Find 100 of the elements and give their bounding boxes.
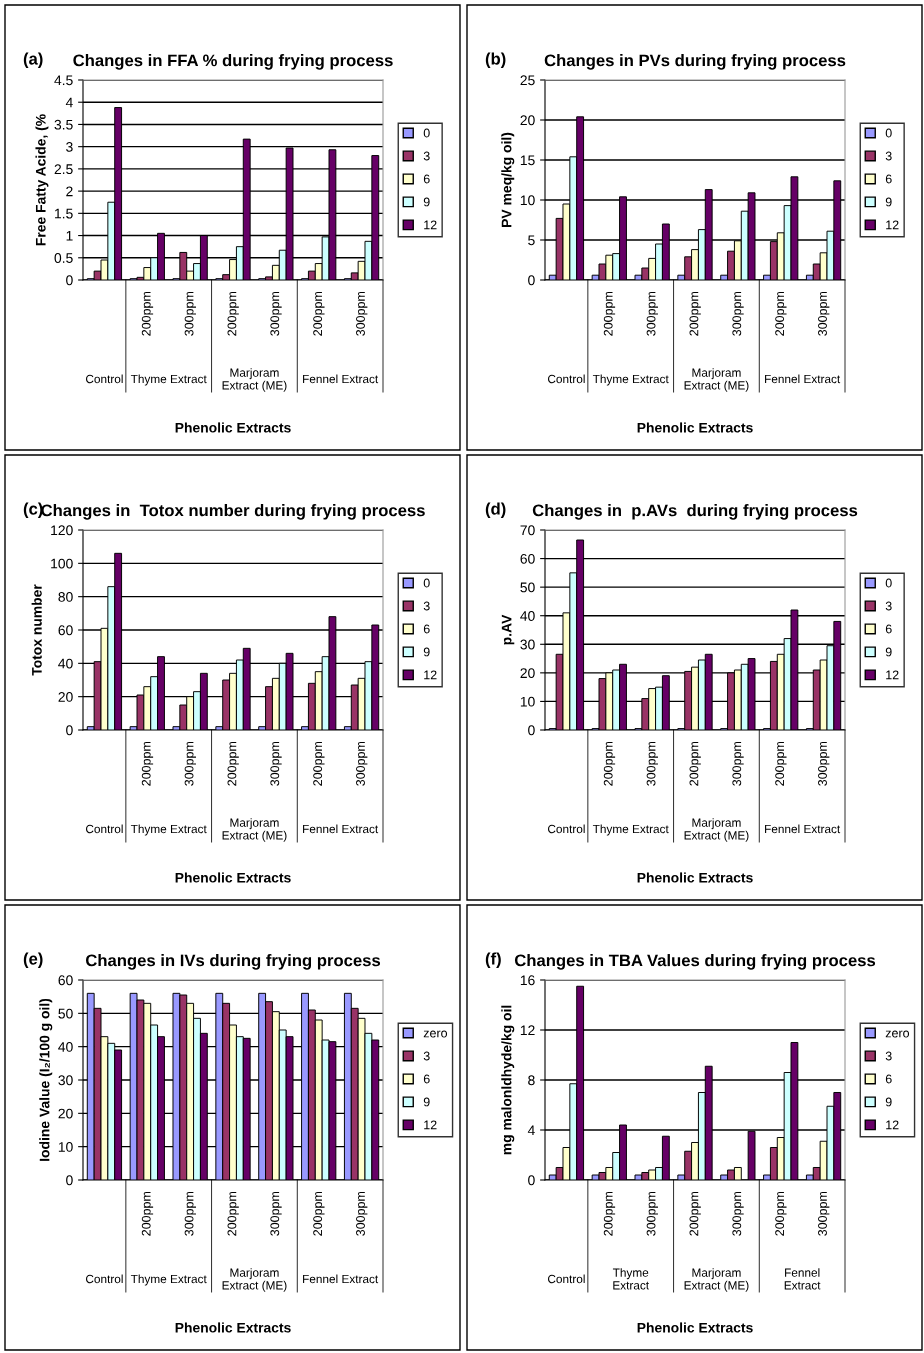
text: Thyme Extract bbox=[612, 1268, 649, 1290]
text: (e) bbox=[23, 952, 43, 968]
y-tick-label: 10 bbox=[520, 195, 535, 206]
x-tick-label: 300ppm bbox=[646, 1191, 658, 1236]
text: Marjoram Extract (ME) bbox=[684, 818, 749, 842]
x-tick-label: 300ppm bbox=[732, 1191, 744, 1236]
x-tick-label: 200ppm bbox=[227, 1191, 239, 1236]
y-axis-title: Totox number bbox=[31, 584, 42, 676]
x-tick-label: 200ppm bbox=[775, 1191, 787, 1236]
x-tick-label: 300ppm bbox=[732, 291, 744, 336]
x-tick-label: 200ppm bbox=[689, 1191, 701, 1236]
x-tick-label: 300ppm bbox=[270, 741, 282, 786]
x-tick-label: 300ppm bbox=[646, 741, 658, 786]
legend-label: 6 bbox=[885, 1074, 892, 1084]
text: Fennel Extract bbox=[784, 1268, 821, 1290]
text: (f) bbox=[485, 952, 501, 968]
text: Control bbox=[548, 1274, 585, 1284]
y-tick-label: 120 bbox=[51, 525, 73, 536]
x-tick-label: 200ppm bbox=[141, 1191, 154, 1236]
y-tick-label: 60 bbox=[58, 625, 73, 636]
text: Control bbox=[86, 1274, 123, 1284]
x-tick-label: 200ppm bbox=[603, 291, 616, 336]
y-tick-label: 30 bbox=[58, 1075, 73, 1086]
text: Marjoram Extract (ME) bbox=[222, 368, 287, 392]
legend-label: 3 bbox=[423, 151, 430, 161]
y-tick-label: 3.5 bbox=[54, 119, 73, 130]
y-tick-label: 40 bbox=[58, 1042, 73, 1052]
text: Control bbox=[548, 374, 585, 384]
x-tick-label: 200ppm bbox=[313, 741, 325, 786]
text: (c) bbox=[23, 502, 43, 518]
legend-label: 3 bbox=[423, 1051, 430, 1061]
y-axis-title: Iodine Value (I₂/100 g oil) bbox=[39, 998, 53, 1161]
x-tick-label: 300ppm bbox=[356, 741, 368, 786]
legend-label: 12 bbox=[424, 1120, 437, 1130]
y-tick-label: 5 bbox=[528, 235, 535, 246]
chart-title: Changes in Totox number during frying process bbox=[41, 504, 425, 520]
y-tick-label: 0 bbox=[528, 275, 535, 286]
legend-label: 3 bbox=[885, 601, 892, 611]
y-tick-label: 2 bbox=[66, 186, 73, 197]
y-tick-label: 10 bbox=[520, 696, 535, 707]
legend-label: 6 bbox=[885, 624, 892, 634]
y-tick-label: 60 bbox=[520, 553, 535, 564]
text: Thyme Extract bbox=[592, 824, 669, 836]
chart-title: Changes in IVs during frying process bbox=[85, 954, 381, 970]
legend-label: 6 bbox=[423, 174, 430, 184]
x-axis-title: Phenolic Extracts bbox=[637, 872, 753, 883]
y-axis-title: p.AV bbox=[501, 614, 515, 645]
x-tick-label: 300ppm bbox=[818, 741, 830, 786]
text: (d) bbox=[485, 502, 506, 518]
legend-label: 0 bbox=[423, 578, 430, 588]
legend-label: 0 bbox=[885, 578, 892, 588]
y-tick-label: 2.5 bbox=[54, 164, 73, 175]
text: Marjoram Extract (ME) bbox=[684, 1268, 749, 1292]
y-tick-label: 8 bbox=[528, 1075, 535, 1086]
text: Control bbox=[86, 374, 123, 384]
text: Fennel Extract bbox=[303, 1274, 379, 1284]
legend-label: 12 bbox=[886, 1120, 899, 1130]
y-tick-label: 50 bbox=[520, 582, 535, 593]
y-tick-label: 15 bbox=[520, 155, 535, 166]
y-tick-label: 3 bbox=[66, 142, 73, 152]
text: Thyme Extract bbox=[592, 374, 669, 386]
text: Fennel Extract bbox=[303, 374, 379, 384]
y-tick-label: 4 bbox=[65, 97, 73, 108]
y-tick-label: 20 bbox=[58, 1108, 73, 1119]
legend-label: 6 bbox=[423, 1074, 430, 1084]
x-axis-title: Phenolic Extracts bbox=[175, 422, 291, 433]
y-tick-label: 20 bbox=[520, 668, 535, 679]
x-tick-label: 300ppm bbox=[184, 1191, 196, 1236]
x-tick-label: 300ppm bbox=[270, 291, 282, 336]
legend-label: 12 bbox=[886, 220, 899, 230]
y-axis-title: PV meq/kg oil) bbox=[501, 132, 515, 227]
legend-label: 6 bbox=[423, 624, 430, 634]
x-tick-label: 200ppm bbox=[141, 291, 154, 336]
x-axis-title: Phenolic Extracts bbox=[175, 872, 291, 883]
y-tick-label: 25 bbox=[520, 75, 535, 86]
y-tick-label: 100 bbox=[51, 558, 73, 569]
text: (b) bbox=[485, 52, 506, 68]
y-tick-label: 12 bbox=[520, 1025, 535, 1036]
legend-label: 3 bbox=[423, 601, 430, 611]
y-tick-label: 0.5 bbox=[54, 253, 73, 263]
y-tick-label: 1 bbox=[66, 231, 73, 241]
legend-label: 9 bbox=[885, 647, 892, 657]
x-tick-label: 200ppm bbox=[603, 1191, 616, 1236]
chart-title: Changes in TBA Values during frying process bbox=[514, 954, 876, 970]
x-tick-label: 300ppm bbox=[184, 741, 196, 786]
y-tick-label: 16 bbox=[520, 975, 535, 986]
x-axis-title: Phenolic Extracts bbox=[637, 1322, 753, 1333]
legend-label: 9 bbox=[423, 647, 430, 657]
text: Fennel Extract bbox=[765, 374, 841, 384]
y-tick-label: 40 bbox=[58, 658, 73, 669]
text: Thyme Extract bbox=[130, 374, 207, 386]
y-tick-label: 0 bbox=[66, 725, 73, 736]
legend-label: 0 bbox=[885, 128, 892, 138]
x-axis-title: Phenolic Extracts bbox=[637, 422, 753, 433]
legend-label: 12 bbox=[886, 670, 899, 680]
legend-label: 9 bbox=[423, 197, 430, 207]
x-tick-label: 200ppm bbox=[775, 291, 787, 336]
text: Control bbox=[548, 824, 585, 834]
legend-label: 9 bbox=[885, 1097, 892, 1107]
y-tick-label: 20 bbox=[520, 115, 535, 126]
